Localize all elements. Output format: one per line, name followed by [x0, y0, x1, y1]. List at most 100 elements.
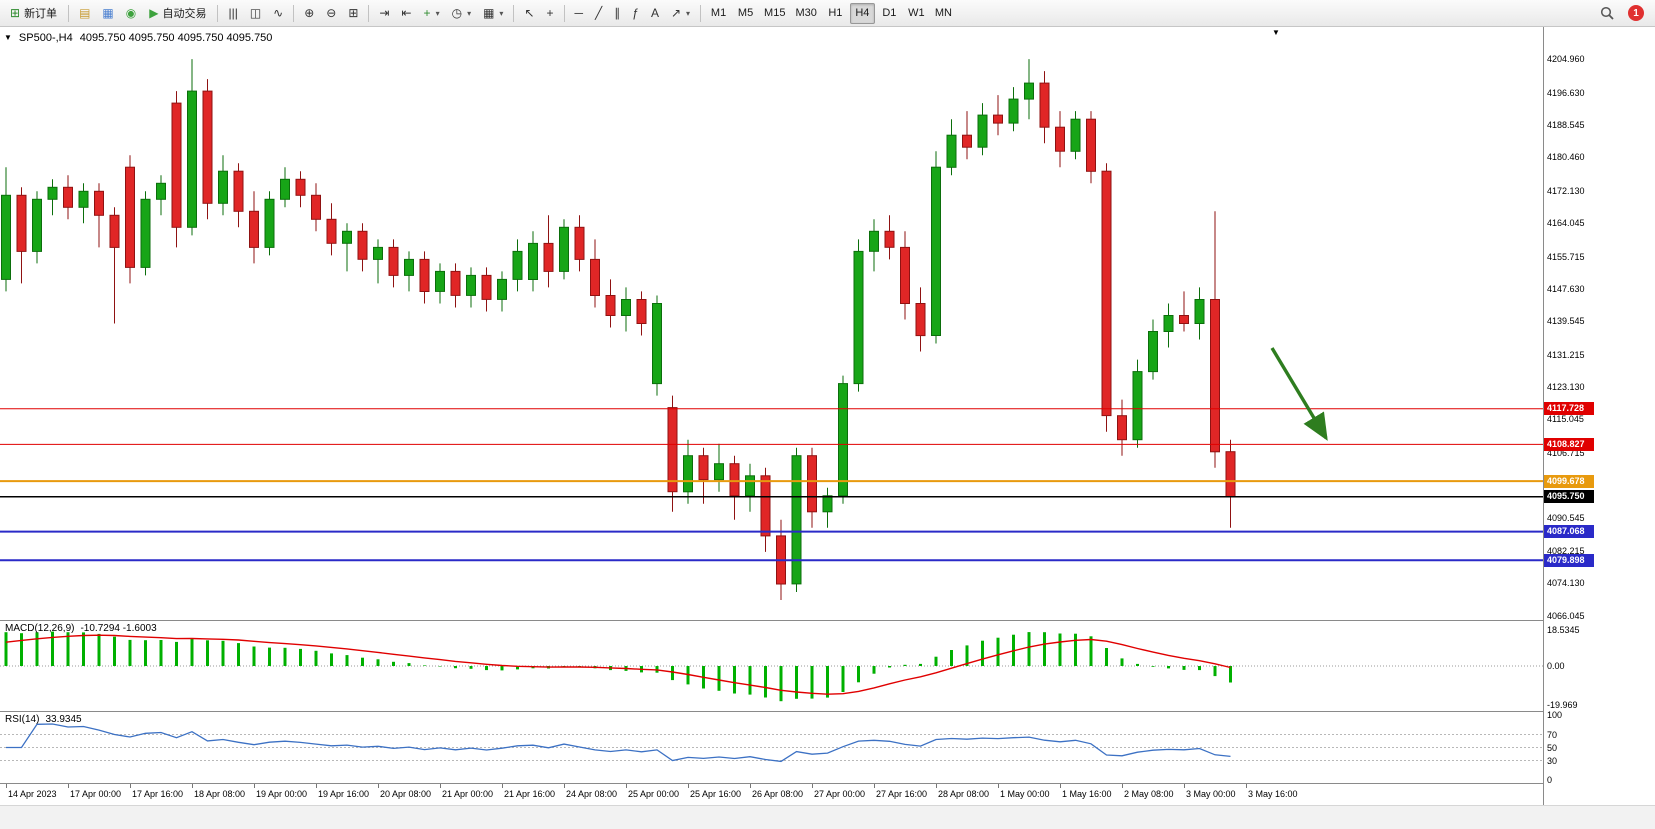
trendline-icon[interactable]: ╱ [590, 3, 607, 24]
arrows-button[interactable]: ↗ ▾ [666, 3, 695, 24]
rsi-line [6, 723, 1231, 763]
time-axis-label: 20 Apr 08:00 [380, 789, 432, 799]
toolbar: ⊞ 新订单 ▤ ▦ ◉ ▶ 自动交易 ||| ◫ ∿ ⊕ ⊖ ⊞ ⇥ ⇤ + ▾ ◷ ▾ ▦ ▾ ↖ + ─ ╱ ∥ ƒ A ↗ ▾ M1 M… [0, 0, 1655, 27]
auto-scroll-icon[interactable]: ⇥ [374, 3, 394, 24]
toolbar-separator [293, 4, 295, 22]
periods-button[interactable]: ◷ ▾ [447, 3, 477, 24]
indicators-button[interactable]: + ▾ [419, 3, 445, 24]
price-pane[interactable]: ▼ SP500-,H4 4095.750 4095.750 4095.750 4… [0, 27, 1543, 621]
chart-shift-glyph: ⇤ [401, 6, 412, 20]
price-axis-label: 4082.215 [1547, 546, 1585, 556]
time-axis-label: 19 Apr 16:00 [318, 789, 370, 799]
fibonacci-icon[interactable]: ƒ [627, 3, 644, 24]
time-axis: 14 Apr 2023 17 Apr 00:00 17 Apr 16:00 18 Ap… [0, 784, 1543, 803]
new-order-glyph: ⊞ [10, 6, 21, 20]
time-axis-label: 2 May 08:00 [1124, 789, 1174, 799]
chart-collapse-icon[interactable]: ▼ [4, 33, 12, 42]
zoom-in-icon[interactable]: ⊕ [299, 3, 319, 24]
price-axis-label: 4074.130 [1547, 578, 1585, 588]
line-chart-mode-icon[interactable]: ∿ [268, 3, 288, 24]
line-chart-mode-glyph: ∿ [273, 6, 284, 20]
periods-glyph: ◷ [451, 6, 463, 20]
cursor-icon[interactable]: ↖ [519, 3, 539, 24]
crosshair-icon[interactable]: + [542, 3, 559, 24]
templates-glyph: ▦ [483, 6, 495, 20]
rsi-indicator-label: RSI(14) 33.9345 [5, 714, 82, 725]
market-watch-icon[interactable]: ▤ [74, 3, 95, 24]
chevron-down-icon: ▾ [499, 8, 504, 18]
symbol-label: ▼ SP500-,H4 4095.750 4095.750 4095.750 4… [4, 32, 272, 44]
equidistant-channel-icon[interactable]: ∥ [609, 3, 625, 24]
zoom-out-icon[interactable]: ⊖ [321, 3, 341, 24]
time-axis-label: 21 Apr 16:00 [504, 789, 556, 799]
time-axis-tick [502, 784, 503, 788]
time-axis-tick [316, 784, 317, 788]
time-axis-tick [192, 784, 193, 788]
price-tag-4099.678: 4099.678 [1544, 475, 1594, 488]
price-tag-4079.898: 4079.898 [1544, 554, 1594, 567]
equidistant-channel-glyph: ∥ [614, 6, 621, 20]
price-tag-4095.750: 4095.750 [1544, 490, 1594, 503]
arrows-glyph: ↗ [670, 6, 682, 20]
time-axis-tick [1122, 784, 1123, 788]
price-axis-label: 4123.130 [1547, 382, 1585, 392]
time-axis-tick [564, 784, 565, 788]
bar-chart-mode-icon[interactable]: ||| [223, 3, 242, 24]
navigator-icon[interactable]: ◉ [121, 3, 141, 24]
timeframe-h1[interactable]: H1 [828, 7, 843, 19]
data-window-glyph: ▦ [102, 6, 114, 20]
data-window-icon[interactable]: ▦ [97, 3, 118, 24]
time-axis-label: 24 Apr 08:00 [566, 789, 618, 799]
trend-arrow-annotation[interactable] [1270, 347, 1328, 441]
plot-area: ▼ SP500-,H4 4095.750 4095.750 4095.750 4… [0, 27, 1543, 803]
timeframe-w1[interactable]: W1 [908, 7, 925, 19]
time-axis-label: 28 Apr 08:00 [938, 789, 990, 799]
time-axis-tick [254, 784, 255, 788]
timeframe-m15[interactable]: M15 [764, 7, 786, 19]
timeframe-d1[interactable]: D1 [882, 7, 897, 19]
horizontal-line-icon[interactable]: ─ [570, 3, 589, 24]
search-icon[interactable] [1595, 3, 1619, 24]
candlestick-chart[interactable] [0, 27, 1543, 620]
time-axis-tick [68, 784, 69, 788]
time-axis-tick [812, 784, 813, 788]
chart-shift-icon[interactable]: ⇤ [396, 3, 416, 24]
status-bar [0, 805, 1655, 829]
price-axis-label: 4188.545 [1547, 120, 1585, 130]
price-axis-label: 4147.630 [1547, 284, 1585, 294]
timeframe-m1[interactable]: M1 [710, 7, 727, 19]
rsi-axis-label: 100 [1547, 710, 1563, 720]
new-order-button[interactable]: ⊞ 新订单 [4, 3, 63, 24]
time-axis-label: 27 Apr 16:00 [876, 789, 928, 799]
price-axis-label: 4106.715 [1547, 448, 1585, 458]
price-axis-label: 4204.960 [1547, 54, 1585, 64]
timeframe-h4[interactable]: H4 [849, 2, 875, 24]
fibonacci-glyph: ƒ [632, 6, 639, 20]
candlestick-mode-icon[interactable]: ◫ [245, 3, 266, 24]
rsi-value: 33.9345 [45, 714, 82, 725]
time-axis-tick [688, 784, 689, 788]
price-axis-label: 4155.715 [1547, 252, 1585, 262]
rsi-pane[interactable]: RSI(14) 33.9345 [0, 712, 1543, 784]
price-axis-label: 4196.630 [1547, 88, 1585, 98]
timeframe-m5[interactable]: M5 [737, 7, 754, 19]
time-axis-label: 17 Apr 16:00 [132, 789, 184, 799]
chart-window: ▼ SP500-,H4 4095.750 4095.750 4095.750 4… [0, 27, 1655, 829]
templates-button[interactable]: ▦ ▾ [478, 3, 508, 24]
macd-chart [0, 631, 1543, 702]
notification-badge[interactable]: 1 [1628, 5, 1644, 21]
macd-axis-label: -19.969 [1547, 700, 1578, 710]
time-axis-label: 1 May 16:00 [1062, 789, 1112, 799]
text-label-icon[interactable]: A [646, 3, 664, 24]
time-axis-tick [440, 784, 441, 788]
macd-axis-label: 0.00 [1547, 661, 1565, 671]
timeframe-m30[interactable]: M30 [795, 7, 817, 19]
macd-pane[interactable]: MACD(12,26,9) -10.7294 -1.6003 [0, 621, 1543, 712]
autotrading-button[interactable]: ▶ 自动交易 [143, 3, 212, 24]
time-axis-label: 3 May 16:00 [1248, 789, 1298, 799]
time-axis-tick [874, 784, 875, 788]
timeframe-mn[interactable]: MN [934, 7, 952, 19]
symbol-ohlc-values: 4095.750 4095.750 4095.750 4095.750 [79, 32, 273, 44]
price-axis-label: 4139.545 [1547, 316, 1585, 326]
tile-windows-icon[interactable]: ⊞ [343, 3, 363, 24]
